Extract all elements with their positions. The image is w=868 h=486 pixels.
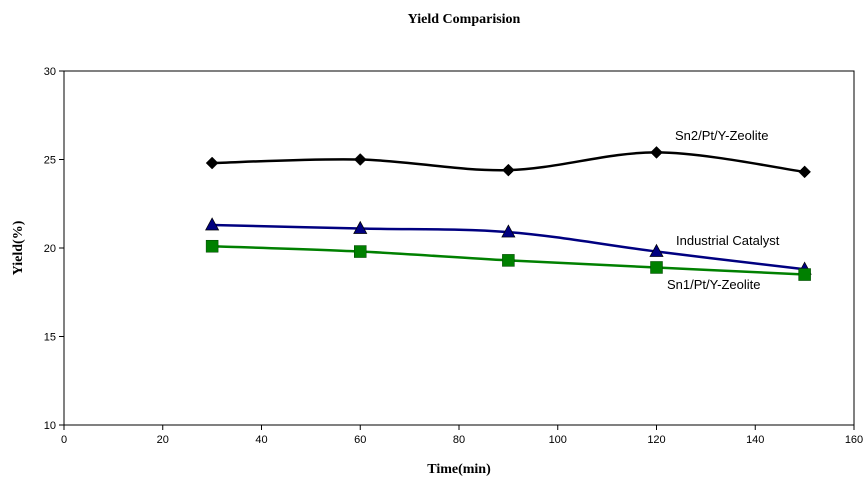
y-tick-label: 20 — [44, 243, 56, 255]
y-axis-ticks: 10 15 20 25 30 — [44, 66, 64, 432]
data-point-square — [205, 239, 219, 253]
data-point-square — [502, 254, 515, 267]
y-tick-label: 30 — [44, 66, 56, 78]
x-tick-label: 0 — [61, 434, 67, 446]
x-tick-label: 120 — [647, 434, 665, 446]
series-0 — [205, 146, 811, 179]
data-point-diamond — [205, 156, 219, 170]
plot-area-frame — [63, 70, 855, 426]
x-axis-ticks: 0 20 40 60 80 100 120 140 160 — [61, 425, 863, 446]
data-point-triangle — [205, 217, 220, 231]
x-tick-label: 40 — [255, 434, 267, 446]
series-label-sn1: Sn1/Pt/Y-Zeolite — [667, 277, 760, 292]
data-point-diamond — [798, 165, 811, 179]
data-point-triangle — [649, 243, 664, 257]
x-tick-label: 140 — [746, 434, 764, 446]
x-tick-label: 100 — [549, 434, 567, 446]
series-layer — [205, 146, 812, 281]
data-point-diamond — [502, 163, 515, 177]
x-axis-title: Time(min) — [427, 462, 491, 477]
x-tick-label: 160 — [845, 434, 863, 446]
x-tick-label: 80 — [453, 434, 465, 446]
data-point-triangle — [501, 224, 516, 238]
data-point-triangle — [353, 220, 368, 234]
data-point-diamond — [650, 146, 663, 159]
x-tick-label: 20 — [157, 434, 169, 446]
x-tick-label: 60 — [354, 434, 366, 446]
y-tick-label: 15 — [44, 332, 56, 344]
data-point-square — [798, 268, 811, 281]
chart-title: Yield Comparision — [408, 12, 521, 27]
data-point-diamond — [353, 153, 367, 166]
y-axis-title: Yield(%) — [11, 220, 26, 275]
y-tick-label: 10 — [44, 420, 56, 432]
data-point-square — [354, 245, 367, 258]
y-tick-label: 25 — [44, 155, 56, 167]
series-label-industrial: Industrial Catalyst — [676, 233, 780, 248]
series-label-sn2: Sn2/Pt/Y-Zeolite — [675, 128, 768, 143]
series-2 — [205, 239, 811, 281]
data-point-square — [650, 261, 663, 274]
